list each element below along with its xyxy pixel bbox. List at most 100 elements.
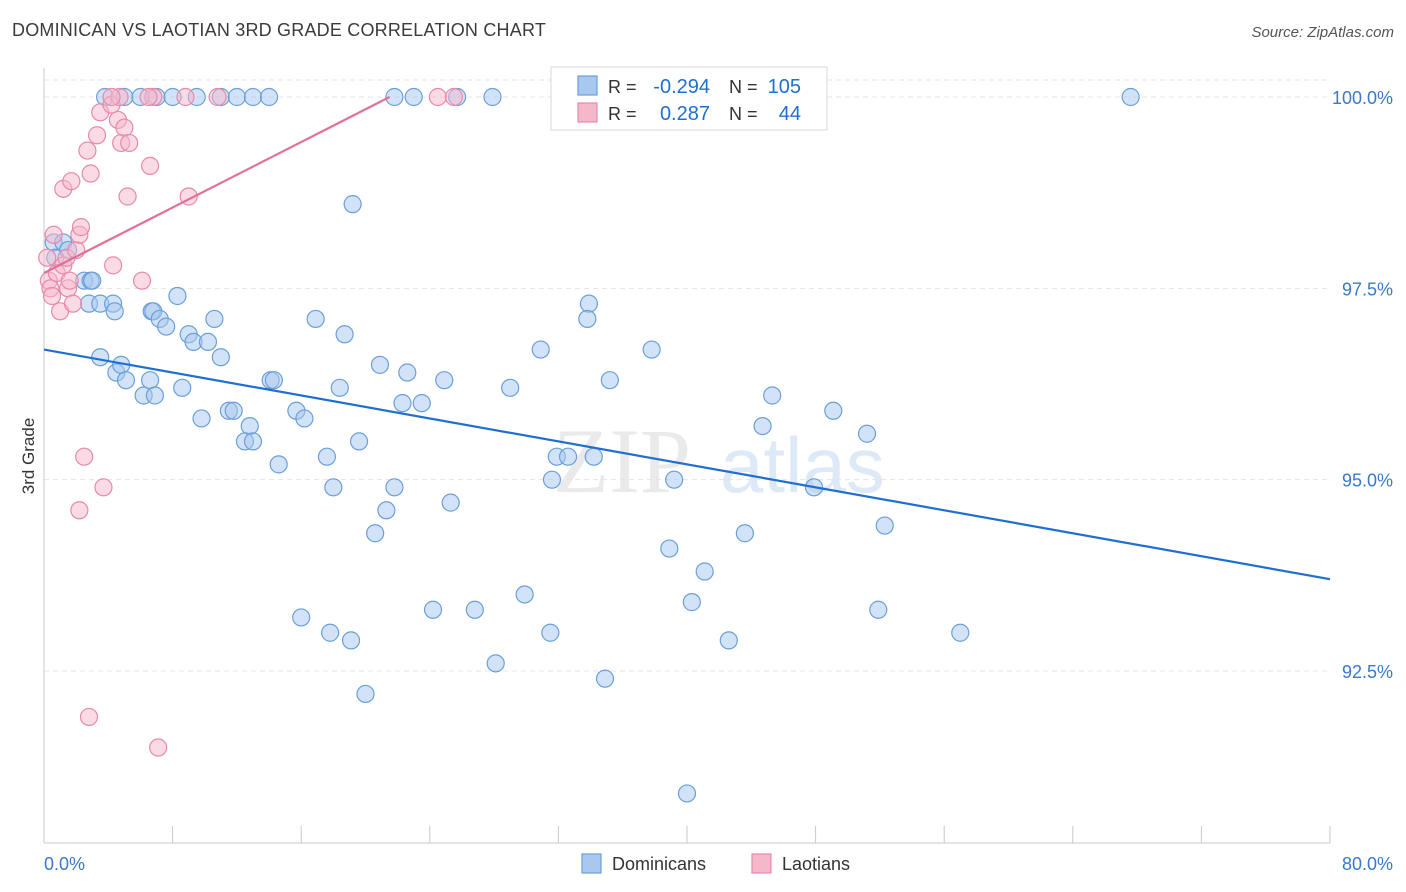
dominican-point-20 — [211, 348, 230, 367]
dominican-point-75 — [642, 340, 661, 359]
legend-label-laotians[interactable]: Laotians — [782, 854, 850, 874]
laotian-point-30 — [176, 87, 195, 107]
dominican-point-65 — [531, 340, 550, 359]
dominican-point-19 — [205, 309, 224, 329]
dominican-point-62 — [486, 654, 505, 673]
dominican-point-66 — [541, 623, 560, 642]
dominican-point-51 — [393, 394, 412, 413]
dominican-point-83 — [753, 416, 772, 436]
dominican-point-43 — [324, 478, 343, 497]
chart-title: DOMINICAN VS LAOTIAN 3RD GRADE CORRELATI… — [12, 20, 547, 40]
dominican-point-41 — [317, 447, 337, 466]
laotian-point-28 — [140, 156, 160, 175]
dominican-point-91 — [1121, 87, 1140, 107]
stats-n-label-laotians: N = — [729, 104, 758, 124]
dominican-point-56 — [292, 608, 311, 627]
dominican-point-79 — [682, 593, 701, 612]
dominican-point-60 — [423, 600, 443, 619]
laotian-point-3 — [42, 286, 62, 306]
laotian-point-38 — [79, 707, 99, 727]
legend-swatch-laotians[interactable] — [751, 853, 772, 874]
laotian-point-18 — [81, 164, 100, 183]
dominican-point-81 — [719, 631, 738, 650]
dominican-point-86 — [824, 401, 843, 420]
gridlines — [44, 79, 1330, 672]
dominican-point-55 — [441, 493, 460, 512]
dominican-point-45 — [343, 195, 362, 214]
dominican-point-26 — [140, 371, 160, 390]
y-tick-label-0: 100.0% — [1332, 88, 1393, 108]
dominican-point-34 — [243, 432, 263, 451]
dominican-point-71 — [578, 309, 597, 329]
dominican-point-10 — [105, 302, 124, 321]
trend-line-laotians — [43, 96, 391, 275]
dominican-point-44 — [335, 325, 354, 344]
dominican-point-39 — [295, 409, 314, 428]
stats-r-value-laotians: 0.287 — [660, 103, 710, 125]
y-tick-label-1: 97.5% — [1342, 279, 1393, 299]
dominican-point-101 — [259, 87, 279, 107]
dominican-point-24 — [116, 371, 136, 390]
laotian-point-35 — [75, 447, 94, 466]
dominican-point-58 — [341, 631, 361, 650]
laotian-point-17 — [78, 141, 97, 160]
dominican-point-70 — [579, 294, 599, 313]
laotian-point-40 — [102, 87, 121, 107]
stats-n-value-laotians: 44 — [779, 103, 801, 125]
dominican-point-82 — [735, 524, 754, 543]
dominican-point-48 — [370, 355, 390, 374]
dominican-point-76 — [660, 539, 679, 558]
laotian-point-32 — [208, 87, 227, 107]
dominican-point-64 — [501, 378, 520, 397]
laotian-point-0 — [38, 248, 57, 267]
series-dominicans — [44, 87, 1140, 803]
y-tick-label-3: 92.5% — [1342, 662, 1393, 682]
dominican-point-92 — [385, 87, 404, 107]
dominican-point-72 — [584, 447, 603, 466]
y-tick-label-2: 95.0% — [1342, 471, 1393, 491]
dominican-point-67 — [542, 470, 562, 489]
laotian-point-10 — [60, 271, 79, 290]
laotian-point-26 — [118, 187, 137, 206]
watermark: ZIP atlas — [553, 410, 885, 512]
legend-swatch-dominicans[interactable] — [581, 853, 602, 874]
dominican-point-57 — [321, 623, 340, 642]
dominican-point-42 — [330, 378, 349, 397]
dominican-point-15 — [168, 286, 187, 306]
dominican-point-63 — [515, 585, 534, 604]
dominican-point-28 — [173, 378, 192, 397]
stats-r-label-dominicans: R = — [608, 77, 637, 97]
dominican-point-77 — [665, 470, 684, 489]
laotian-point-36 — [94, 478, 113, 497]
laotian-point-25 — [115, 118, 134, 137]
dominican-point-87 — [857, 424, 877, 443]
dominican-point-29 — [192, 409, 211, 428]
laotian-point-14 — [71, 218, 91, 237]
dominican-point-18 — [198, 332, 218, 352]
dominican-point-73 — [595, 669, 615, 688]
laotian-point-43 — [444, 87, 464, 107]
dominican-point-52 — [398, 363, 417, 382]
dominican-point-31 — [224, 401, 243, 420]
dominican-point-95 — [483, 87, 502, 107]
legend-label-dominicans[interactable]: Dominicans — [612, 854, 706, 874]
series-laotians — [38, 87, 464, 757]
laotian-point-39 — [149, 738, 168, 757]
series-legend: Dominicans Laotians — [581, 853, 850, 874]
dominican-point-40 — [306, 309, 325, 329]
y-axis-label: 3rd Grade — [19, 418, 38, 495]
dominican-point-90 — [951, 623, 970, 642]
laotian-point-42 — [428, 87, 447, 107]
y-tick-labels: 100.0% 97.5% 95.0% 92.5% — [1332, 88, 1393, 682]
dominican-point-37 — [269, 455, 288, 474]
dominican-point-53 — [412, 394, 431, 413]
dominican-point-47 — [366, 524, 385, 543]
laotian-point-19 — [87, 126, 107, 145]
laotian-point-16 — [62, 172, 81, 191]
dominican-point-93 — [404, 87, 423, 107]
dominican-point-54 — [435, 371, 454, 390]
laotian-point-34 — [132, 271, 152, 290]
laotian-point-4 — [44, 225, 63, 244]
stats-legend: R = -0.294 N = 105 R = 0.287 N = 44 — [550, 66, 828, 131]
